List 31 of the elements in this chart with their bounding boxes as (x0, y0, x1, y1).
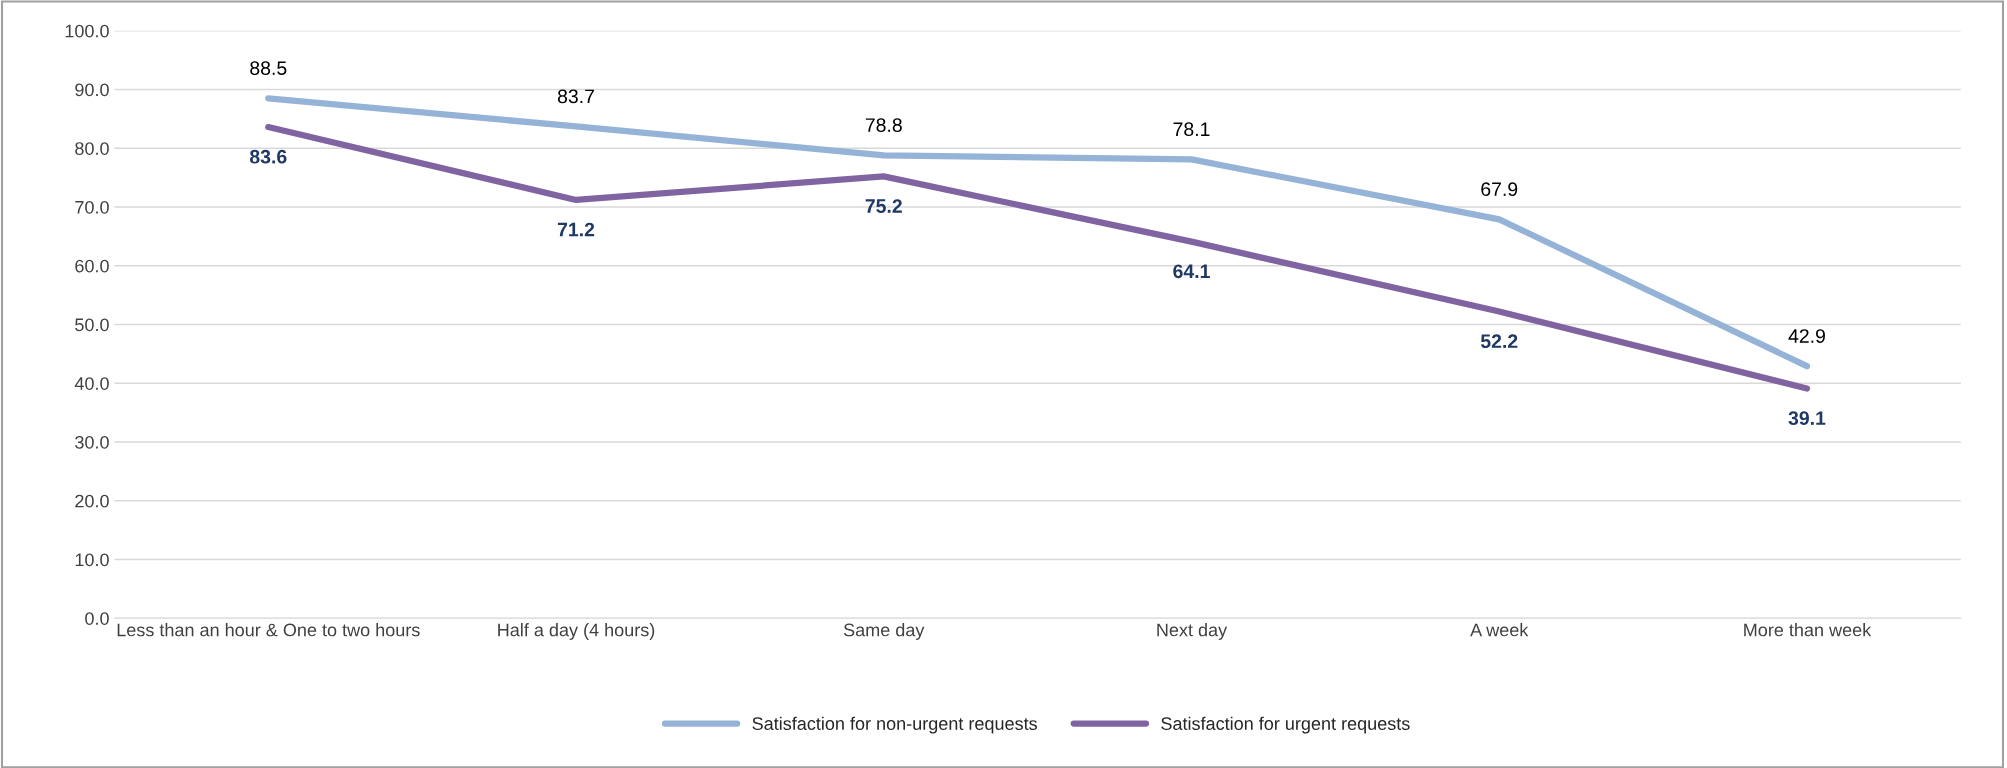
x-tick-label: Same day (843, 623, 925, 640)
legend-label: Satisfaction for non-urgent requests (752, 716, 1037, 734)
y-tick-label: 20.0 (75, 494, 109, 508)
data-label: 83.7 (557, 89, 594, 104)
legend-label: Satisfaction for urgent requests (1161, 716, 1410, 734)
data-label: 64.1 (1173, 264, 1210, 279)
data-label: 78.8 (865, 118, 902, 132)
y-tick-label: 90.0 (75, 83, 109, 97)
y-tick-label: 50.0 (75, 318, 109, 332)
data-label: 88.5 (250, 61, 287, 75)
y-tick-label: 100.0 (65, 24, 109, 38)
data-label: 75.2 (865, 199, 902, 213)
data-label: 71.2 (557, 222, 595, 237)
x-tick-label: Half a day (4 hours) (498, 623, 655, 640)
y-tick-label: 0.0 (85, 612, 109, 625)
y-tick-label: 70.0 (75, 200, 109, 214)
data-label: 83.6 (249, 149, 287, 164)
y-tick-label: 10.0 (75, 553, 109, 567)
data-label: 39.1 (1788, 411, 1826, 426)
x-tick-label: More than week (1744, 623, 1872, 637)
data-label: 78.1 (1173, 122, 1210, 137)
data-label: 42.9 (1788, 329, 1825, 343)
y-tick-label: 40.0 (74, 377, 109, 390)
x-tick-label: Next day (1157, 623, 1228, 640)
y-tick-label: 30.0 (75, 435, 109, 449)
data-label: 67.9 (1481, 182, 1518, 197)
x-tick-label: A week (1470, 623, 1529, 637)
y-tick-label: 80.0 (75, 142, 109, 155)
data-label: 52.2 (1480, 334, 1518, 349)
y-tick-label: 60.0 (75, 259, 109, 273)
x-tick-label: Less than an hour & One to two hours (117, 623, 420, 637)
